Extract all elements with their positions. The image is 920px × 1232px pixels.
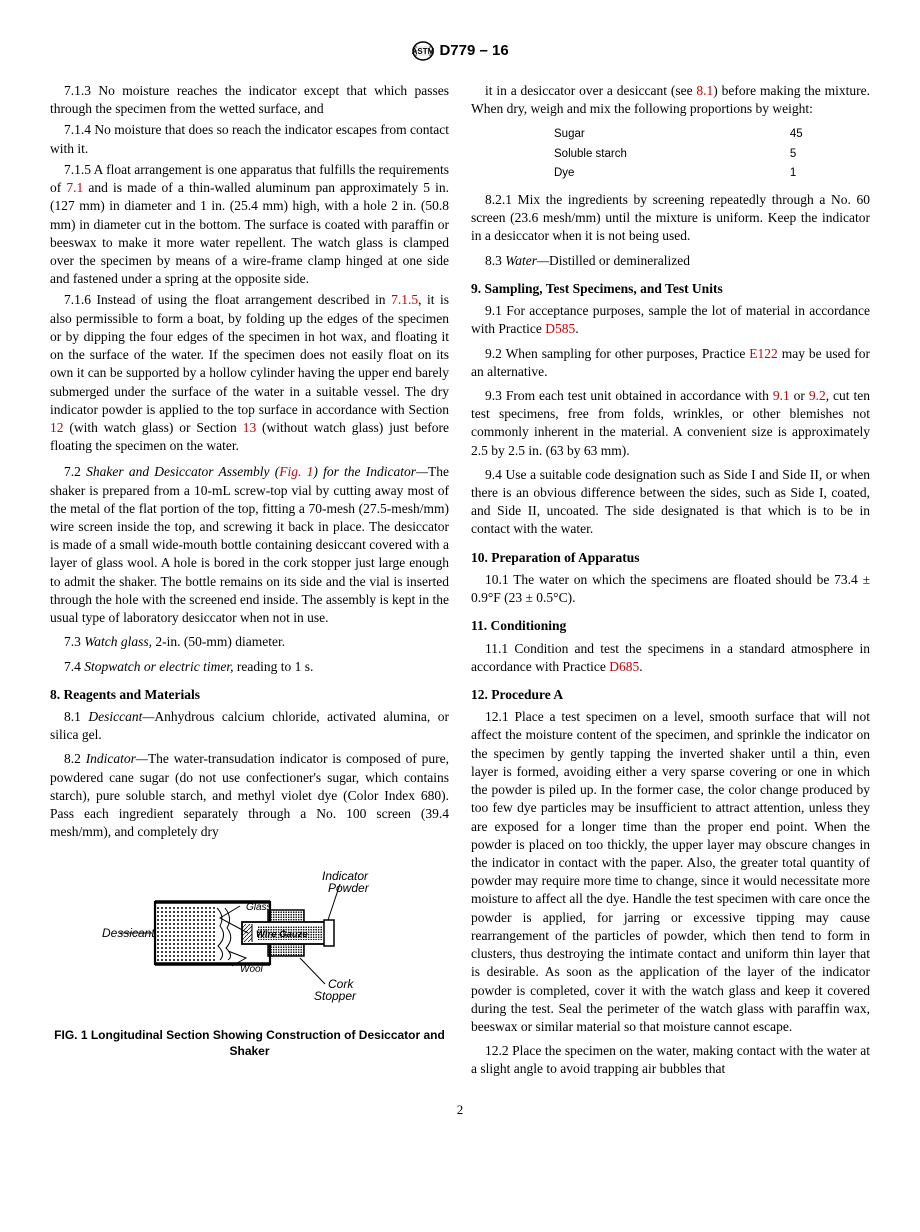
section-9-title: 9. Sampling, Test Specimens, and Test Un…: [471, 280, 870, 298]
ref-section-13: 13: [243, 420, 257, 435]
svg-text:Stopper: Stopper: [314, 989, 357, 1003]
ref-e122: E122: [749, 346, 778, 361]
para-7-2: 7.2 Shaker and Desiccator Assembly (Fig.…: [50, 463, 449, 627]
para-7-1-5: 7.1.5 A float arrangement is one apparat…: [50, 161, 449, 289]
para-9-4: 9.4 Use a suitable code designation such…: [471, 466, 870, 539]
svg-text:Glass: Glass: [246, 902, 272, 913]
svg-text:Wire Gauze: Wire Gauze: [256, 929, 308, 940]
figure-1: Dessicant Glass Wool Wire Gauze Indicato…: [50, 866, 449, 1060]
ref-7-1-5: 7.1.5: [391, 292, 418, 307]
desiccator-diagram-icon: Dessicant Glass Wool Wire Gauze Indicato…: [100, 866, 400, 1016]
ref-9-2: 9.2: [809, 388, 826, 403]
table-row: Dye1: [553, 165, 804, 183]
ref-d685: D685: [609, 659, 639, 674]
ref-fig-1: Fig. 1: [279, 464, 313, 479]
figure-1-caption: FIG. 1 Longitudinal Section Showing Cons…: [50, 1027, 449, 1059]
table-row: Soluble starch5: [553, 146, 804, 164]
para-7-1-3: 7.1.3 No moisture reaches the indicator …: [50, 82, 449, 118]
ref-d585: D585: [545, 321, 575, 336]
para-11-1: 11.1 Condition and test the specimens in…: [471, 640, 870, 676]
para-8-2: 8.2 Indicator—The water-transudation ind…: [50, 750, 449, 841]
svg-text:Dessicant: Dessicant: [102, 926, 155, 940]
para-8-2-cont: it in a desiccator over a desiccant (see…: [471, 82, 870, 118]
para-7-3: 7.3 Watch glass, 2-in. (50-mm) diameter.: [50, 633, 449, 651]
para-8-3: 8.3 Water—Distilled or demineralized: [471, 252, 870, 270]
section-10-title: 10. Preparation of Apparatus: [471, 549, 870, 567]
para-7-1-4: 7.1.4 No moisture that does so reach the…: [50, 121, 449, 157]
para-10-1: 10.1 The water on which the specimens ar…: [471, 571, 870, 607]
section-11-title: 11. Conditioning: [471, 617, 870, 635]
ref-8-1: 8.1: [696, 83, 713, 98]
para-12-1: 12.1 Place a test specimen on a level, s…: [471, 708, 870, 1036]
para-9-2: 9.2 When sampling for other purposes, Pr…: [471, 345, 870, 381]
svg-text:ASTM: ASTM: [412, 47, 435, 56]
para-9-1: 9.1 For acceptance purposes, sample the …: [471, 302, 870, 338]
para-7-4: 7.4 Stopwatch or electric timer, reading…: [50, 658, 449, 676]
svg-text:Powder: Powder: [328, 881, 370, 895]
page-number: 2: [50, 1101, 870, 1119]
ref-7-1: 7.1: [66, 180, 83, 195]
page-header: ASTM D779 – 16: [50, 40, 870, 62]
para-12-2: 12.2 Place the specimen on the water, ma…: [471, 1042, 870, 1078]
para-8-1: 8.1 Desiccant—Anhydrous calcium chloride…: [50, 708, 449, 744]
svg-text:Wool: Wool: [240, 964, 264, 975]
ref-9-1: 9.1: [773, 388, 790, 403]
table-row: Sugar45: [553, 126, 804, 144]
astm-logo-icon: ASTM: [411, 40, 435, 62]
section-12-title: 12. Procedure A: [471, 686, 870, 704]
para-7-1-6: 7.1.6 Instead of using the float arrange…: [50, 291, 449, 455]
ref-section-12: 12: [50, 420, 64, 435]
standard-number: D779 – 16: [439, 42, 508, 59]
section-8-title: 8. Reagents and Materials: [50, 686, 449, 704]
ingredients-table: Sugar45 Soluble starch5 Dye1: [551, 124, 806, 185]
para-8-2-1: 8.2.1 Mix the ingredients by screening r…: [471, 191, 870, 246]
para-9-3: 9.3 From each test unit obtained in acco…: [471, 387, 870, 460]
